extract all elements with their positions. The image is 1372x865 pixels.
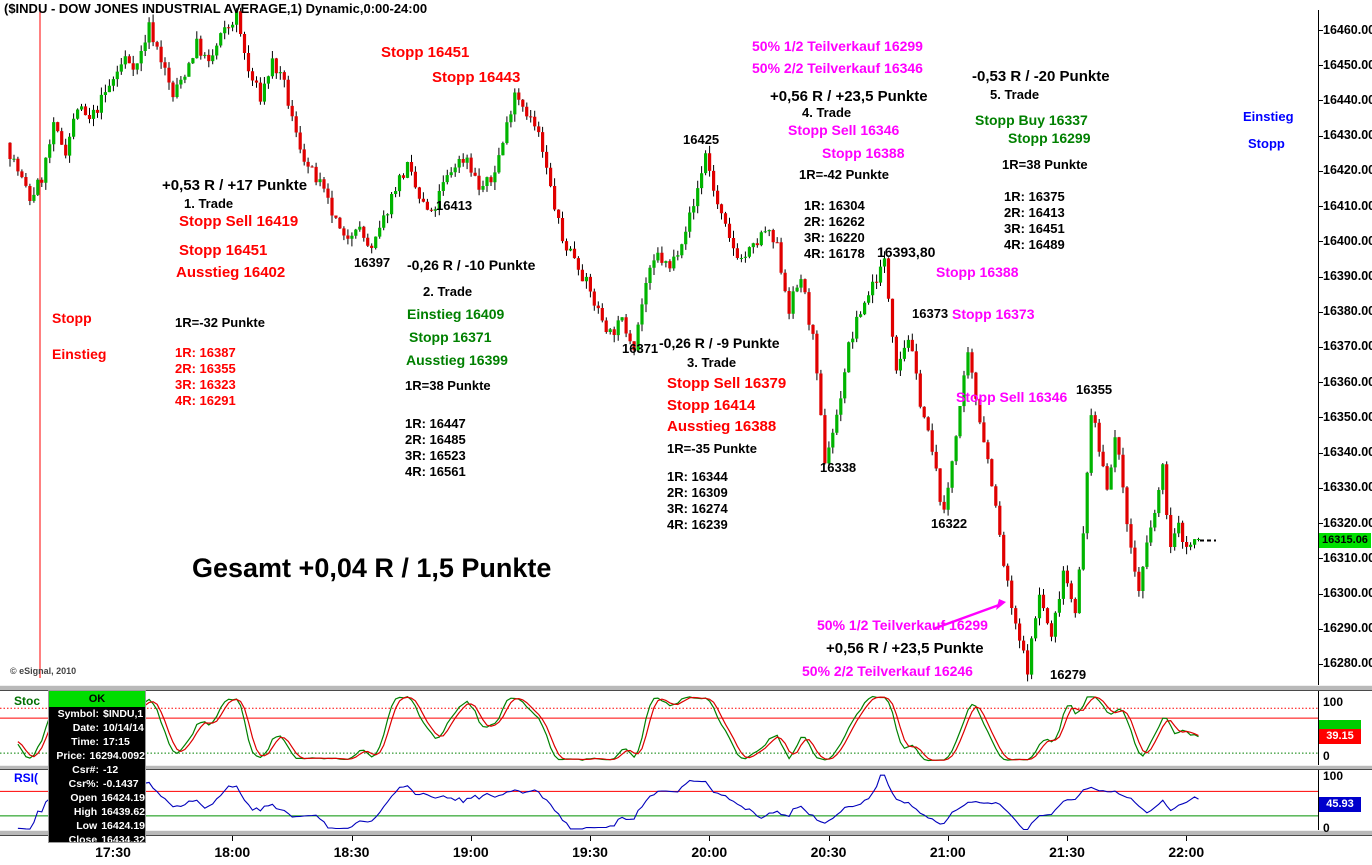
price-axis[interactable]: 16460.00 16450.00 16440.00 16430.00 16420.00… (1318, 10, 1372, 836)
tooltip-rows: Symbol: $INDU,1 Date: 10/14/14 Time: 17:15 Pri… (49, 707, 145, 843)
data-window-tooltip: OK Symbol: $INDU,1 Date: 10/14/14 Time: 17:15… (48, 690, 146, 843)
price-tick-label: 16350.00 (1323, 409, 1372, 424)
price-tick-label: 16320.00 (1323, 515, 1372, 530)
stochastic-guide-lines (0, 707, 1318, 754)
price-tick-label: 16310.00 (1323, 550, 1372, 565)
panel-splitter[interactable] (0, 830, 1372, 836)
tooltip-header: OK (49, 691, 145, 707)
time-tick-label: 20:00 (691, 844, 728, 860)
price-tick (1318, 170, 1323, 172)
price-tick-label: 16400.00 (1323, 233, 1372, 248)
time-axis[interactable]: 17:30 18:00 18:30 19:00 19:30 20:00 20:30 21:00… (0, 836, 1372, 865)
time-tick-label: 18:30 (333, 844, 370, 860)
price-tick-label: 16420.00 (1323, 163, 1372, 178)
time-tick-label: 22:00 (1168, 844, 1205, 860)
price-tick-label: 16390.00 (1323, 269, 1372, 284)
price-tick (1318, 417, 1323, 419)
time-tick (351, 836, 353, 841)
price-tick-label: 16380.00 (1323, 304, 1372, 319)
price-tick (1318, 206, 1323, 208)
price-tick (1318, 276, 1323, 278)
rsi-value-badge: 45.93 (1319, 797, 1361, 812)
price-tick-label: 16360.00 (1323, 374, 1372, 389)
tooltip-row: Time: 17:15 (71, 736, 130, 748)
price-tick-label: 16340.00 (1323, 445, 1372, 460)
time-tick-label: 20:30 (810, 844, 847, 860)
tooltip-row: Csr%: -0.1437 (68, 778, 139, 790)
candle-wicks (9, 7, 1199, 682)
time-tick-label: 21:00 (929, 844, 966, 860)
price-tick (1318, 628, 1323, 630)
chart-title: ($INDU - DOW JONES INDUSTRIAL AVERAGE,1)… (4, 1, 428, 16)
stochastic-label: Stoc (14, 694, 41, 708)
rsi-scale-top: 100 (1323, 769, 1344, 783)
candle-bodies-up (12, 11, 1201, 675)
rsi-label: RSI( (14, 771, 38, 785)
tooltip-row: Csr#: -12 (72, 764, 119, 776)
price-tick (1318, 487, 1323, 489)
candlestick-chart[interactable] (0, 0, 1318, 686)
price-tick-label: 16460.00 (1323, 22, 1372, 37)
tooltip-row: High 16439.62 (73, 806, 145, 818)
panel-splitter[interactable] (0, 685, 1372, 691)
stoch-k-badge (1319, 720, 1361, 729)
time-tick-label: 17:30 (95, 844, 131, 860)
price-tick (1318, 523, 1323, 525)
price-tick (1318, 100, 1323, 102)
price-tick-label: 16430.00 (1323, 128, 1372, 143)
time-tick (470, 836, 472, 841)
time-tick-label: 19:00 (452, 844, 489, 860)
price-tick (1318, 241, 1323, 243)
time-tick (1067, 836, 1068, 841)
last-price-badge: 16315.06 (1319, 533, 1371, 548)
time-tick (1186, 836, 1188, 841)
price-tick (1318, 593, 1323, 595)
price-tick-label: 16280.00 (1323, 656, 1372, 671)
tooltip-row: Symbol: $INDU,1 (57, 708, 144, 720)
price-tick (1318, 30, 1323, 31)
time-tick (828, 836, 830, 841)
price-axis-line (1318, 10, 1319, 836)
price-tick-label: 16440.00 (1323, 92, 1372, 107)
annotation-arrow-icon (932, 599, 1006, 631)
price-tick (1318, 311, 1323, 313)
time-tick (232, 836, 234, 841)
price-tick-label: 16410.00 (1323, 198, 1372, 213)
price-tick-label: 16330.00 (1323, 480, 1372, 495)
tooltip-row: Close 16434.32 (68, 834, 145, 843)
stochastic-k-line (17, 695, 1199, 762)
candle-bodies-down (8, 11, 1189, 675)
rsi-scale-bottom: 0 (1323, 821, 1330, 835)
tooltip-row: Date: 10/14/14 (72, 722, 144, 734)
stochastic-panel[interactable] (0, 691, 1318, 765)
time-tick (947, 836, 949, 841)
price-tick (1318, 65, 1323, 67)
price-tick-label: 16290.00 (1323, 621, 1372, 636)
stochastic-d-line (17, 696, 1199, 761)
price-tick (1318, 452, 1323, 454)
price-tick-label: 16300.00 (1323, 586, 1372, 601)
tooltip-row: Price: 16294.0092 (56, 750, 145, 762)
price-tick-label: 16450.00 (1323, 57, 1372, 72)
rsi-line (17, 774, 1199, 830)
panel-splitter[interactable] (0, 765, 1372, 770)
stoch-scale-top: 100 (1323, 695, 1344, 709)
price-tick (1318, 346, 1323, 348)
tooltip-row: Low 16424.19 (76, 820, 145, 832)
time-tick-label: 19:30 (572, 844, 608, 860)
time-tick-label: 18:00 (214, 844, 251, 860)
price-tick (1318, 382, 1323, 384)
price-tick-label: 16370.00 (1323, 339, 1372, 354)
price-tick (1318, 135, 1323, 137)
time-tick (709, 836, 711, 841)
stoch-value-badge: 39.15 (1319, 729, 1361, 744)
tooltip-row: Open 16424.19 (70, 792, 145, 804)
stoch-scale-bottom: 0 (1323, 749, 1330, 763)
price-tick (1318, 663, 1323, 665)
time-tick-label: 21:30 (1049, 844, 1085, 860)
rsi-panel[interactable] (0, 770, 1318, 830)
time-tick (590, 836, 591, 841)
price-tick (1318, 558, 1323, 560)
